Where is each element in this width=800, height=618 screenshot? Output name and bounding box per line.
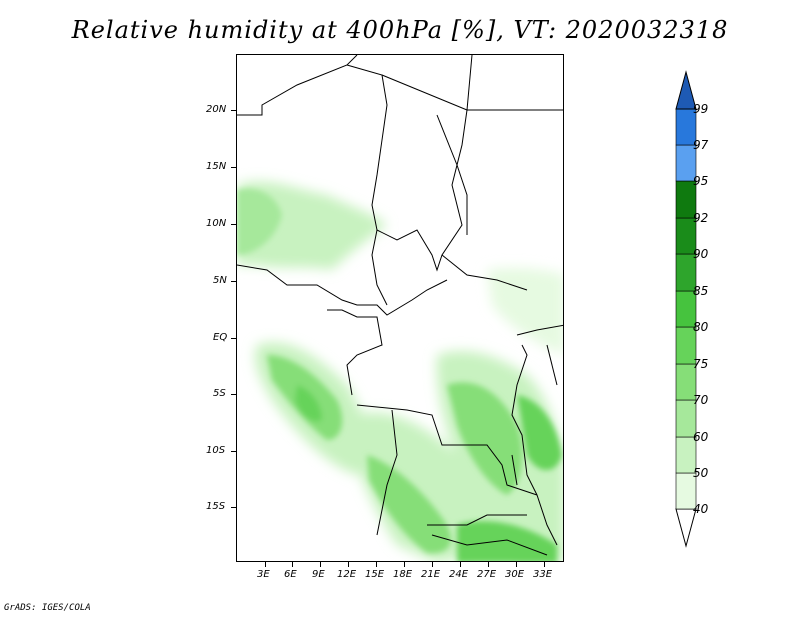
- colorbar-label: 99: [693, 102, 709, 116]
- colorbar-label: 50: [693, 466, 709, 480]
- colorbar-label: 97: [693, 138, 709, 152]
- lon-label: 30E: [505, 569, 525, 580]
- lon-label: 12E: [337, 569, 357, 580]
- lon-label: 18E: [393, 569, 413, 580]
- lon-tick: [404, 562, 405, 567]
- lat-tick: [231, 167, 236, 168]
- lat-label: 5S: [213, 388, 226, 399]
- lon-tick: [320, 562, 321, 567]
- colorbar-label: 90: [693, 247, 709, 261]
- lon-tick: [460, 562, 461, 567]
- grads-credit: GrADS: IGES/COLA: [4, 603, 91, 613]
- lon-label: 3E: [257, 569, 270, 580]
- colorbar-label: 85: [693, 284, 709, 298]
- lat-label: EQ: [213, 332, 228, 343]
- colorbar-label: 40: [693, 502, 709, 516]
- lat-label: 5N: [213, 275, 227, 286]
- lat-tick: [231, 394, 236, 395]
- lon-label: 33E: [533, 569, 553, 580]
- lon-tick: [376, 562, 377, 567]
- humidity-shading-medium: [237, 188, 562, 561]
- colorbar-label: 70: [693, 393, 709, 407]
- lat-tick: [231, 110, 236, 111]
- humidity-field: [237, 55, 563, 561]
- map-panel: [236, 54, 564, 562]
- lat-label: 15N: [206, 161, 227, 172]
- lon-tick: [544, 562, 545, 567]
- colorbar-label: 75: [693, 357, 709, 371]
- colorbar-label: 92: [693, 211, 709, 225]
- lat-tick: [231, 338, 236, 339]
- lat-tick: [231, 507, 236, 508]
- colorbar-label: 80: [693, 320, 709, 334]
- lon-tick: [432, 562, 433, 567]
- lat-label: 20N: [206, 104, 227, 115]
- lon-tick: [516, 562, 517, 567]
- lon-label: 21E: [421, 569, 441, 580]
- lat-label: 10N: [206, 218, 227, 229]
- lon-label: 15E: [365, 569, 385, 580]
- colorbar-label: 60: [693, 430, 709, 444]
- lat-tick: [231, 281, 236, 282]
- lon-label: 6E: [284, 569, 297, 580]
- lon-tick: [348, 562, 349, 567]
- lat-tick: [231, 224, 236, 225]
- lon-tick: [265, 562, 266, 567]
- colorbar-label: 95: [693, 174, 709, 188]
- map-title: Relative humidity at 400hPa [%], VT: 202…: [71, 16, 729, 44]
- lat-tick: [231, 451, 236, 452]
- lat-label: 15S: [206, 501, 226, 512]
- lon-tick: [488, 562, 489, 567]
- lon-label: 9E: [312, 569, 325, 580]
- lon-label: 27E: [477, 569, 497, 580]
- country-borders: [237, 55, 563, 556]
- lat-label: 10S: [206, 445, 226, 456]
- lon-label: 24E: [449, 569, 469, 580]
- lon-tick: [292, 562, 293, 567]
